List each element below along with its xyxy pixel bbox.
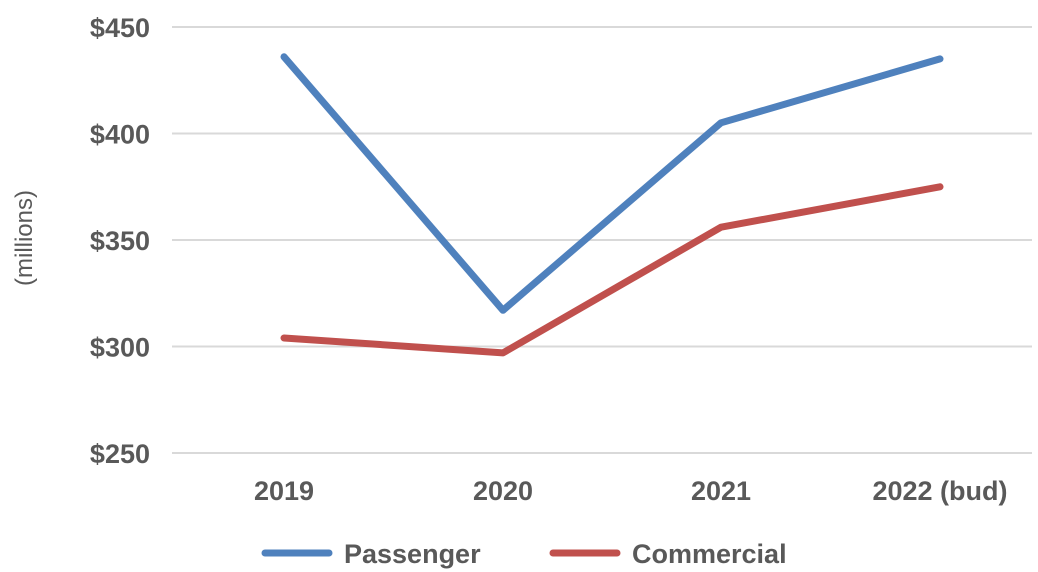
y-tick-label: $300	[90, 333, 150, 363]
y-tick-label: $250	[90, 439, 150, 469]
x-tick-label: 2020	[473, 476, 533, 506]
x-tick-label: 2019	[254, 476, 314, 506]
series-line-passenger	[284, 57, 940, 310]
x-tick-label: 2022 (bud)	[872, 476, 1007, 506]
series-line-commercial	[284, 187, 940, 353]
y-tick-label: $350	[90, 226, 150, 256]
series-lines	[284, 57, 940, 353]
y-tick-label: $450	[90, 13, 150, 43]
legend-label-commercial: Commercial	[632, 539, 787, 569]
legend-label-passenger: Passenger	[344, 539, 481, 569]
x-axis-tick-labels: 2019 2020 2021 2022 (bud)	[254, 476, 1008, 506]
gridlines	[172, 27, 1032, 453]
y-axis-tick-labels: $250 $300 $350 $400 $450	[90, 13, 150, 469]
x-tick-label: 2021	[691, 476, 751, 506]
legend: Passenger Commercial	[265, 539, 787, 569]
y-tick-label: $400	[90, 120, 150, 150]
y-axis-title: (millions)	[11, 190, 38, 286]
